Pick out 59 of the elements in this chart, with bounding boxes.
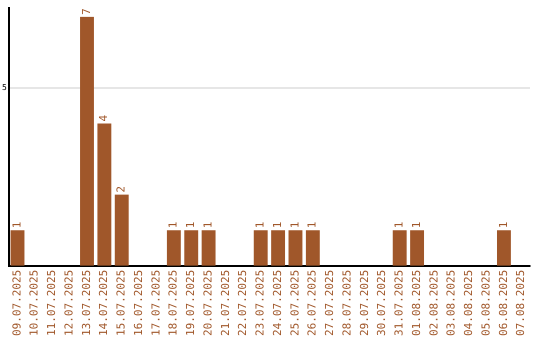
- x-tick-label: 31.07.2025: [392, 270, 406, 336]
- x-tick-label: 25.07.2025: [288, 270, 302, 336]
- data-label: 1: [410, 222, 423, 228]
- x-tick-label: 19.07.2025: [184, 270, 198, 336]
- x-tick-label: 20.07.2025: [201, 270, 214, 336]
- bar: [392, 230, 407, 266]
- data-label: 1: [306, 222, 319, 228]
- data-label: 1: [201, 222, 214, 228]
- data-label: 1: [184, 222, 198, 228]
- data-label: 7: [80, 8, 93, 15]
- x-tick-label: 16.07.2025: [132, 270, 145, 336]
- bar: [202, 230, 216, 266]
- x-tick-label: 12.07.2025: [62, 270, 76, 336]
- x-tick-label: 03.08.2025: [444, 270, 458, 336]
- bar: [97, 124, 112, 266]
- x-tick-label: 30.07.2025: [375, 270, 388, 336]
- bar: [166, 230, 181, 266]
- x-tick-label: 29.07.2025: [358, 270, 371, 336]
- bar: [410, 230, 424, 266]
- x-tick-label: 14.07.2025: [97, 270, 110, 336]
- x-tick-label: 04.08.2025: [462, 270, 476, 336]
- x-tick-label: 22.07.2025: [236, 270, 250, 336]
- data-label: 2: [114, 186, 128, 193]
- x-tick-label: 05.08.2025: [479, 270, 492, 336]
- data-label: 1: [288, 222, 302, 228]
- bar: [114, 194, 129, 266]
- x-tick-label: 10.07.2025: [28, 270, 41, 336]
- data-label: 1: [254, 222, 267, 228]
- x-tick-label: 11.07.2025: [45, 270, 58, 336]
- bar: [271, 230, 286, 266]
- data-label: 1: [270, 222, 284, 228]
- x-tick-label: 18.07.2025: [166, 270, 180, 336]
- x-tick-label: 17.07.2025: [149, 270, 162, 336]
- x-tick-label: 21.07.2025: [218, 270, 232, 336]
- x-tick-label: 24.07.2025: [270, 270, 284, 336]
- x-tick-label: 13.07.2025: [80, 270, 93, 336]
- x-tick-label: 09.07.2025: [10, 270, 24, 336]
- y-tick-label: 5: [2, 83, 7, 92]
- bar: [496, 230, 511, 266]
- data-label: 4: [97, 114, 110, 122]
- data-label: 1: [10, 222, 24, 228]
- bar: [10, 230, 24, 266]
- x-tick-label: 28.07.2025: [340, 270, 354, 336]
- x-tick-label: 23.07.2025: [254, 270, 267, 336]
- bar: [288, 230, 302, 266]
- x-tick-label: 26.07.2025: [306, 270, 319, 336]
- x-tick-label: 06.08.2025: [496, 270, 510, 336]
- bar: [254, 230, 268, 266]
- data-label: 1: [166, 222, 180, 228]
- x-tick-label: 27.07.2025: [323, 270, 336, 336]
- bar: [80, 16, 94, 266]
- data-label: 1: [392, 222, 406, 228]
- x-tick-label: 01.08.2025: [410, 270, 423, 336]
- data-label: 1: [496, 222, 510, 228]
- bar: [306, 230, 320, 266]
- x-tick-label: 15.07.2025: [114, 270, 128, 336]
- x-tick-label: 02.08.2025: [427, 270, 440, 336]
- bar: [184, 230, 198, 266]
- x-tick-label: 07.08.2025: [514, 270, 528, 336]
